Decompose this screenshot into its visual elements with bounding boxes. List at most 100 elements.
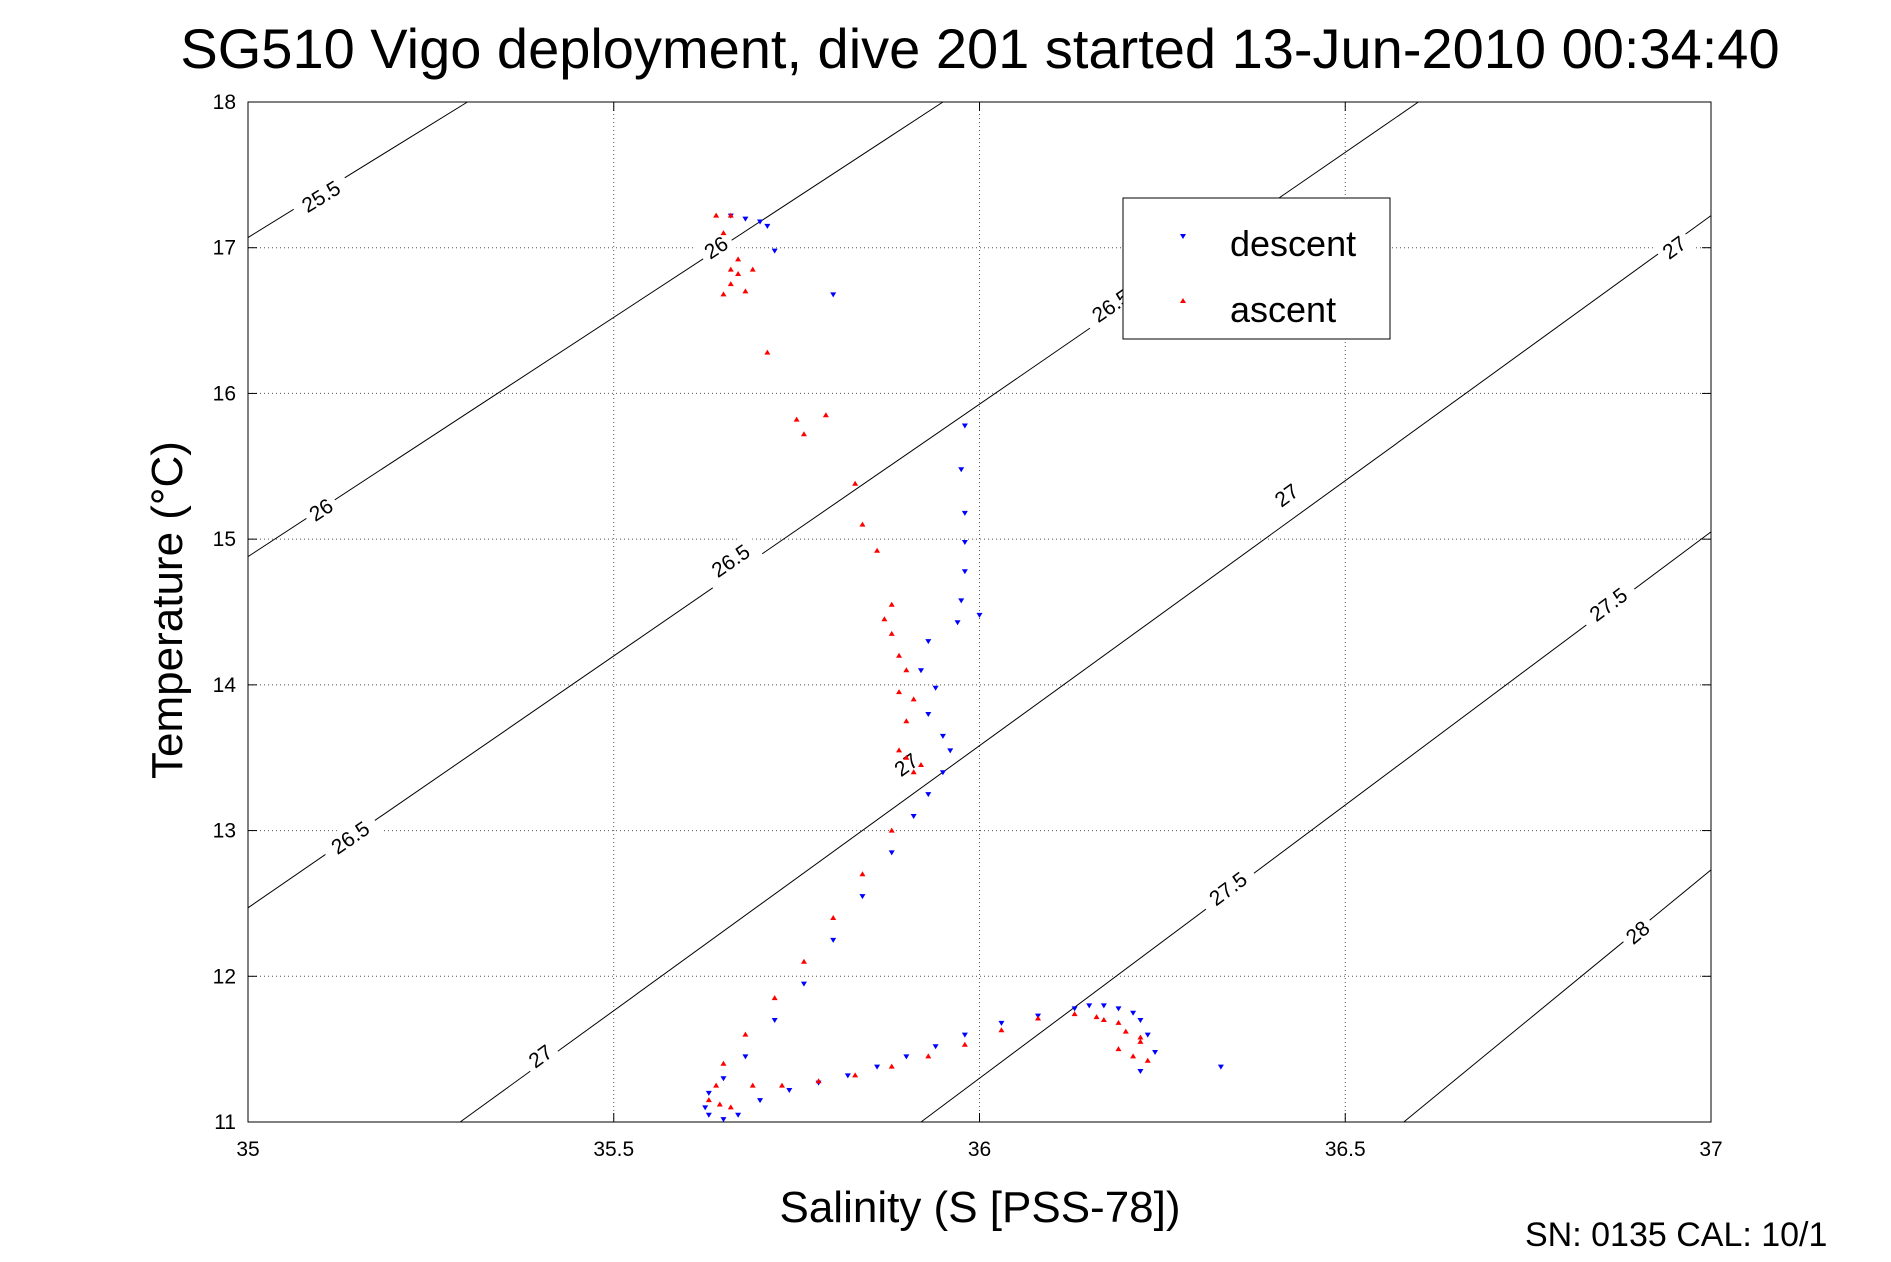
descent-point: [771, 248, 778, 254]
descent-point: [844, 1073, 851, 1079]
ascent-point: [998, 1027, 1005, 1033]
ascent-point: [771, 995, 778, 1001]
ascent-point: [896, 747, 903, 753]
descent-point: [1130, 1010, 1137, 1016]
ascent-point: [1122, 1028, 1129, 1034]
ascent-point: [716, 1101, 723, 1107]
y-tick-label: 17: [213, 237, 236, 260]
ascent-point: [742, 1031, 749, 1037]
descent-point: [998, 1020, 1005, 1026]
ascent-point: [910, 696, 917, 702]
ascent-point: [742, 288, 749, 294]
descent-point: [1100, 1003, 1107, 1009]
contour-label-background: [318, 810, 383, 866]
series-ascent: [705, 212, 1151, 1110]
ascent-point: [1137, 1034, 1144, 1040]
descent-point: [961, 540, 968, 546]
ascent-point: [888, 630, 895, 636]
descent-point: [705, 1090, 712, 1096]
descent-point: [958, 467, 965, 473]
ascent-point: [713, 212, 720, 218]
ascent-point: [822, 412, 829, 418]
contour-label-background: [1576, 576, 1641, 634]
ascent-point: [1071, 1011, 1078, 1017]
y-tick-label: 13: [213, 820, 236, 843]
descent-point: [932, 1044, 939, 1050]
descent-point: [925, 639, 932, 645]
ascent-point: [1035, 1015, 1042, 1021]
ascent-point: [800, 958, 807, 964]
descent-point: [771, 1018, 778, 1023]
ascent-point: [735, 256, 742, 262]
descent-point: [903, 1054, 910, 1060]
density-contour-line: [247, 101, 944, 558]
density-contour-line: [920, 531, 1712, 1123]
ascent-point: [896, 689, 903, 695]
ascent-point: [749, 1082, 756, 1088]
x-tick-label: 36.5: [1325, 1138, 1366, 1161]
serial-calibration-text: SN: 0135 CAL: 10/1: [1525, 1216, 1827, 1254]
y-tick-label: 18: [213, 91, 236, 114]
ascent-point: [1115, 1046, 1122, 1052]
data-series: [702, 212, 1224, 1123]
ascent-point: [713, 1082, 720, 1088]
density-contour-line: [1403, 869, 1712, 1123]
ascent-point: [910, 769, 917, 775]
ascent-point: [720, 1060, 727, 1066]
descent-point: [947, 748, 954, 754]
series-descent: [702, 213, 1224, 1123]
ascent-point: [961, 1041, 968, 1047]
ascent-point: [852, 1072, 859, 1078]
ascent-point: [903, 667, 910, 673]
contour-label-background: [694, 227, 738, 268]
descent-point: [1152, 1050, 1159, 1056]
descent-point: [932, 685, 939, 691]
ascent-point: [735, 270, 742, 276]
ascent-point: [925, 1053, 932, 1059]
ascent-point: [1130, 1053, 1137, 1059]
ascent-point: [815, 1078, 822, 1084]
density-contour-line: [247, 101, 468, 238]
contour-label-background: [519, 1035, 562, 1077]
descent-point: [961, 423, 968, 429]
legend: descent ascent: [1122, 197, 1391, 340]
descent-point: [1137, 1018, 1144, 1023]
contour-label-background: [1196, 860, 1261, 918]
descent-point: [925, 792, 932, 798]
contour-label-background: [1616, 911, 1660, 954]
legend-box: [1122, 197, 1391, 340]
ascent-point: [859, 871, 866, 877]
descent-point: [976, 612, 983, 618]
ascent-point: [888, 601, 895, 607]
x-tick-label: 35.5: [593, 1138, 634, 1161]
descent-point: [1144, 1032, 1151, 1038]
x-tick-label: 37: [1699, 1138, 1722, 1161]
ascent-point: [793, 416, 800, 422]
descent-point: [954, 620, 961, 626]
ascent-point: [705, 1097, 712, 1103]
ascent-point: [852, 480, 859, 486]
descent-point: [830, 937, 837, 943]
ascent-point: [720, 230, 727, 236]
descent-point: [757, 219, 764, 225]
legend-label-ascent: ascent: [1230, 289, 1336, 330]
descent-point: [958, 598, 965, 604]
descent-point: [720, 1117, 727, 1123]
ascent-point: [1115, 1019, 1122, 1025]
descent-point: [1071, 1006, 1078, 1012]
y-tick-label: 11: [214, 1111, 236, 1134]
descent-point: [720, 1076, 727, 1082]
ascent-point: [830, 915, 837, 920]
plot-frame: [248, 102, 1711, 1122]
descent-point: [1086, 1003, 1093, 1009]
contour-label-background: [1653, 227, 1696, 269]
descent-point: [1137, 1069, 1144, 1074]
legend-label-descent: descent: [1230, 223, 1356, 264]
descent-point: [888, 850, 895, 856]
y-tick-label: 16: [213, 382, 236, 405]
descent-point: [830, 292, 837, 298]
descent-point: [961, 1032, 968, 1038]
ascent-point: [778, 1082, 785, 1088]
ascent-point: [888, 1063, 895, 1069]
x-axis-label: Salinity (S [PSS-78]): [779, 1183, 1180, 1232]
